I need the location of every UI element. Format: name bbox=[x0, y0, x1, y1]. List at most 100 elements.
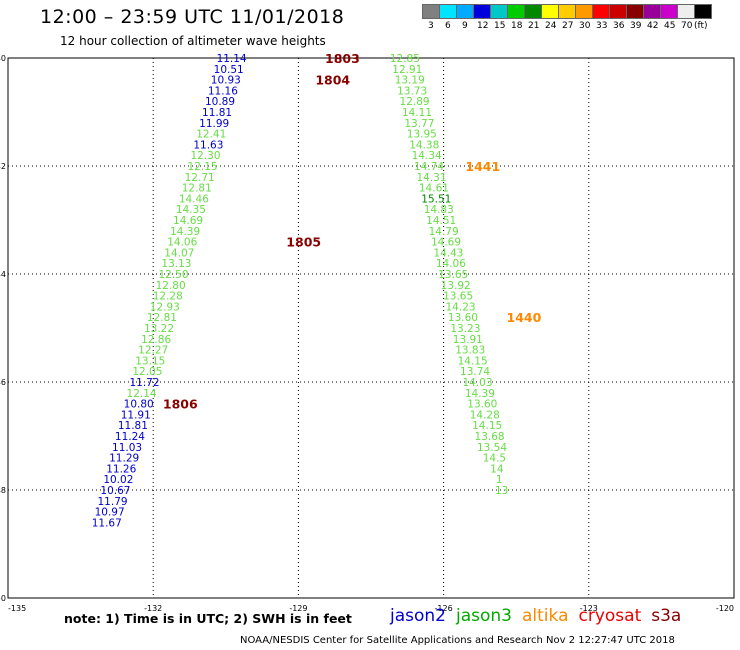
wave-height-value: 13.60 bbox=[467, 399, 497, 411]
scale-swatch bbox=[694, 4, 712, 19]
wave-height-value: 13 bbox=[495, 485, 508, 497]
wave-height-value: 12.50 bbox=[158, 269, 188, 281]
wave-height-value: 14.35 bbox=[176, 204, 206, 216]
wave-height-value: 14.31 bbox=[416, 172, 446, 184]
satellite-legend-cryosat: cryosat bbox=[578, 606, 642, 626]
wave-height-value: 10.80 bbox=[124, 399, 154, 411]
credit-line: NOAA/NESDIS Center for Satellite Applica… bbox=[240, 635, 675, 646]
wave-height-value: 14.5 bbox=[483, 453, 506, 465]
scale-label: 3 bbox=[428, 21, 434, 31]
pass-time-label: 1804 bbox=[315, 73, 350, 88]
lon-tick-label: -123 bbox=[580, 604, 598, 613]
lon-tick-label: -126 bbox=[435, 604, 453, 613]
wave-height-value: 11.67 bbox=[92, 517, 122, 529]
wave-height-value: 14.69 bbox=[431, 237, 461, 249]
wave-height-value: 14.03 bbox=[462, 377, 492, 389]
scale-label: 12 bbox=[477, 21, 489, 31]
scale-label: 36 bbox=[613, 21, 625, 31]
pass-time-label: 1806 bbox=[163, 397, 198, 412]
wave-height-value: 15.51 bbox=[421, 193, 451, 205]
wave-height-value: 12.86 bbox=[141, 334, 171, 346]
scale-label: 70 bbox=[681, 21, 693, 31]
wave-height-value: 13.19 bbox=[395, 75, 425, 87]
wave-height-value: 14.23 bbox=[446, 301, 476, 313]
wave-height-value: 13.60 bbox=[448, 312, 478, 324]
satellite-legend-jason3: jason3 bbox=[456, 606, 512, 626]
wave-height-value: 12.14 bbox=[127, 388, 157, 400]
wave-height-value: 13.77 bbox=[404, 118, 434, 130]
wave-height-value: 14.83 bbox=[424, 204, 454, 216]
wave-height-value: 11.63 bbox=[193, 139, 223, 151]
wave-height-value: 12.28 bbox=[153, 291, 183, 303]
wave-height-value: 11.03 bbox=[112, 442, 142, 454]
wave-height-value: 11.91 bbox=[121, 409, 151, 421]
wave-height-value: 14.43 bbox=[433, 247, 463, 259]
wave-height-value: 11.16 bbox=[208, 85, 238, 97]
wave-height-value: 12.80 bbox=[156, 280, 186, 292]
satellite-legend: jason2 jason3 altika cryosat s3a bbox=[390, 606, 691, 626]
pass-time-label: 1440 bbox=[507, 310, 542, 325]
wave-height-value: 14.15 bbox=[472, 420, 502, 432]
satellite-legend-altika: altika bbox=[522, 606, 569, 626]
wave-height-value: 13.91 bbox=[453, 334, 483, 346]
satellite-legend-jason2: jason2 bbox=[390, 606, 446, 626]
wave-height-value: 13.73 bbox=[397, 85, 427, 97]
lon-tick-label: -129 bbox=[289, 604, 307, 613]
wave-height-value: 14.69 bbox=[173, 215, 203, 227]
wave-height-value: 14.46 bbox=[179, 193, 209, 205]
wave-height-value: 14.51 bbox=[426, 215, 456, 227]
pass-time-label: 1805 bbox=[286, 235, 321, 250]
wave-height-value: 10.51 bbox=[214, 64, 244, 76]
lon-tick-label: -120 bbox=[716, 604, 734, 613]
lat-tick-label: -40 bbox=[0, 54, 6, 63]
lat-tick-label: -46 bbox=[0, 378, 6, 387]
wave-height-value: 10.02 bbox=[103, 474, 133, 486]
wave-height-value: 13.22 bbox=[144, 323, 174, 335]
wave-height-value: 10.67 bbox=[100, 485, 130, 497]
wave-height-value: 11.24 bbox=[115, 431, 145, 443]
units-note: note: 1) Time is in UTC; 2) SWH is in fe… bbox=[64, 611, 352, 626]
wave-height-value: 11.14 bbox=[217, 53, 247, 65]
wave-height-value: 13.95 bbox=[407, 129, 437, 141]
wave-height-value: 13.23 bbox=[450, 323, 480, 335]
scale-label: 15 bbox=[494, 21, 506, 31]
wave-height-value: 14.79 bbox=[429, 226, 459, 238]
wave-height-value: 11.99 bbox=[199, 118, 229, 130]
lat-tick-label: -44 bbox=[0, 270, 6, 279]
lat-tick-label: -50 bbox=[0, 594, 6, 603]
wave-height-value: 12.81 bbox=[147, 312, 177, 324]
wave-height-value: 11.72 bbox=[129, 377, 159, 389]
wave-height-value: 12.30 bbox=[190, 150, 220, 162]
scale-label: 24 bbox=[545, 21, 557, 31]
wave-height-value: 13.92 bbox=[441, 280, 471, 292]
wave-height-value: 14.06 bbox=[167, 237, 197, 249]
scale-label: 21 bbox=[528, 21, 540, 31]
wave-height-value: 14.34 bbox=[412, 150, 442, 162]
pass-time-label: 1441 bbox=[465, 159, 500, 174]
wave-height-value: 13.15 bbox=[135, 355, 165, 367]
scale-label: 18 bbox=[511, 21, 523, 31]
wave-height-value: 14.61 bbox=[419, 183, 449, 195]
wave-height-value: 11.29 bbox=[109, 453, 139, 465]
scale-label: 39 bbox=[630, 21, 642, 31]
wave-height-value: 12.71 bbox=[185, 172, 215, 184]
wave-height-value: 14.74 bbox=[414, 161, 444, 173]
wave-height-value: 13.65 bbox=[438, 269, 468, 281]
lon-tick-label: -132 bbox=[144, 604, 162, 613]
wave-height-color-scale bbox=[422, 4, 712, 19]
wave-height-value: 12.41 bbox=[196, 129, 226, 141]
wave-height-value: 12.89 bbox=[400, 96, 430, 108]
wave-height-value: 13.83 bbox=[455, 345, 485, 357]
wave-height-value: 13.68 bbox=[475, 431, 505, 443]
scale-label: 42 bbox=[647, 21, 659, 31]
pass-time-label: 1803 bbox=[325, 51, 360, 66]
scale-label: 27 bbox=[562, 21, 574, 31]
scale-label: 33 bbox=[596, 21, 608, 31]
map-subtitle: 12 hour collection of altimeter wave hei… bbox=[60, 34, 326, 48]
wave-height-value: 14.39 bbox=[465, 388, 495, 400]
scale-label: 6 bbox=[445, 21, 451, 31]
wave-height-value: 14.15 bbox=[458, 355, 488, 367]
wave-height-value: 14.38 bbox=[409, 139, 439, 151]
map-frame bbox=[7, 57, 735, 599]
